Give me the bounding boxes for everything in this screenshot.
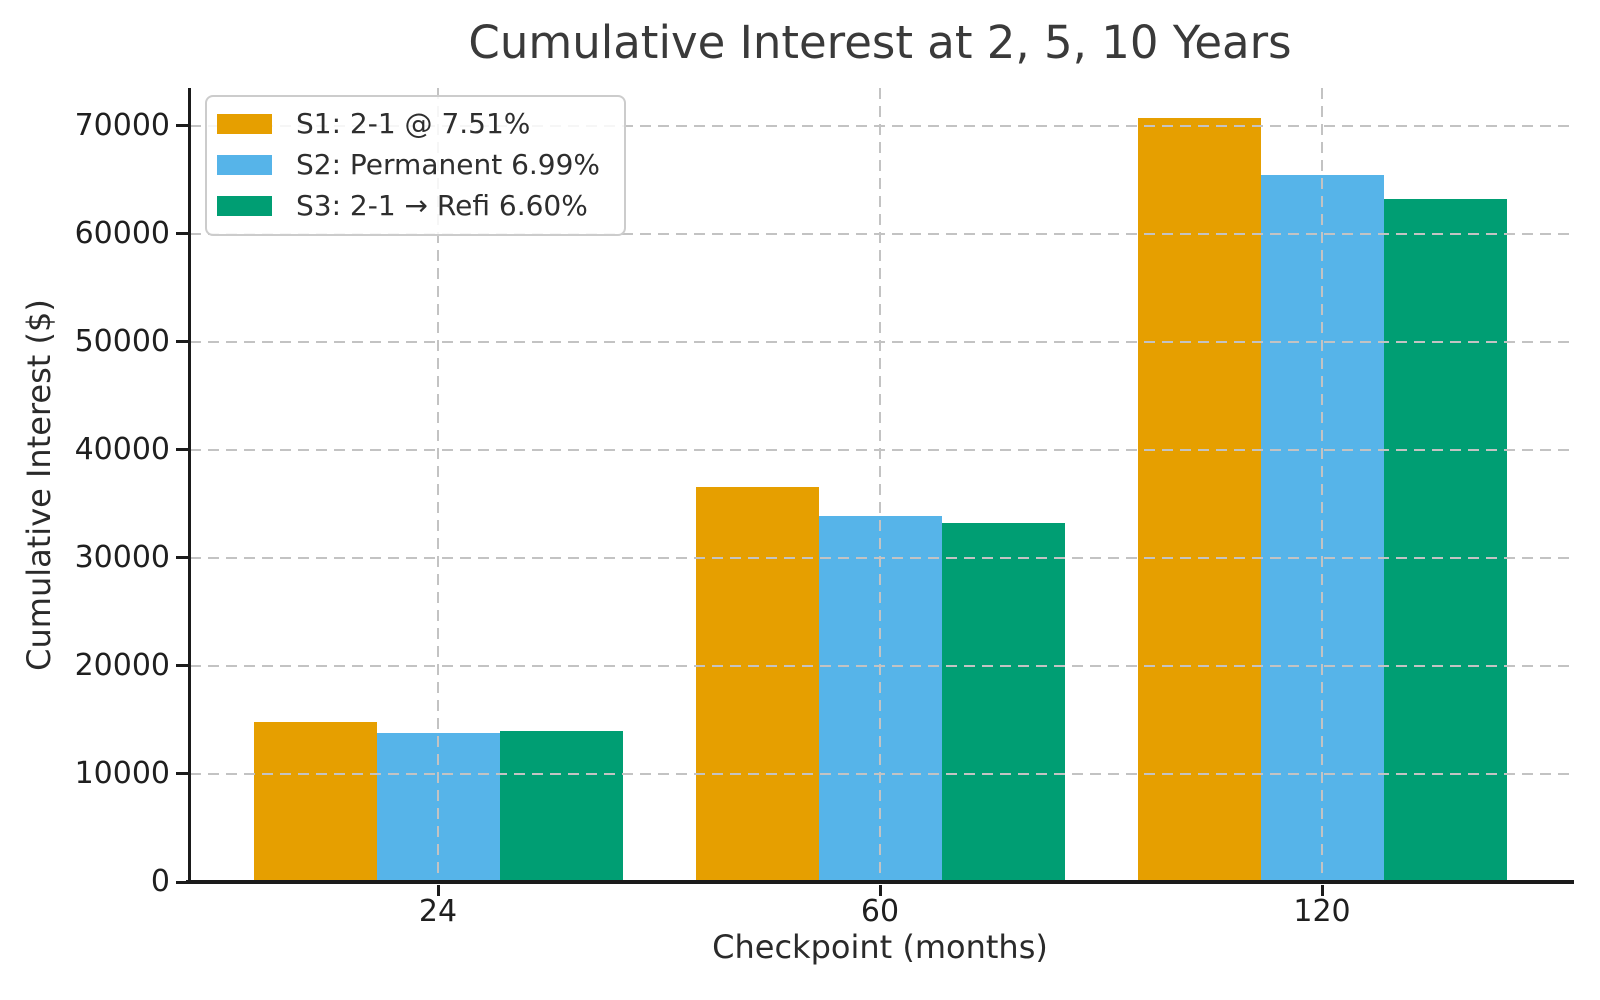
- x-axis-spine: [186, 880, 1574, 884]
- x-gridline: [1321, 88, 1323, 882]
- legend-item: S1: 2-1 @ 7.51%: [217, 103, 600, 144]
- bar-series1-month-24: [253, 721, 377, 882]
- bar-series1-month-60: [695, 487, 819, 882]
- x-tick-label: 24: [418, 894, 458, 929]
- legend-swatch: [217, 113, 272, 134]
- y-tick-mark: [176, 340, 188, 344]
- y-tick-mark: [176, 880, 188, 884]
- y-tick-label: 50000: [74, 323, 170, 359]
- x-axis-label: Checkpoint (months): [712, 928, 1048, 966]
- plot-area: 0 10000 20000 30000 40000 50000 60000 70000 24 60…: [75, 88, 1574, 929]
- y-tick-mark: [176, 556, 188, 560]
- legend-item: S2: Permanent 6.99%: [217, 144, 600, 185]
- x-tick-mark: [878, 885, 882, 896]
- y-tick-label: 20000: [74, 647, 170, 683]
- legend-label: S2: Permanent 6.99%: [296, 148, 601, 181]
- x-tick-label: 60: [860, 894, 900, 929]
- y-axis-label-container: Cumulative Interest ($): [12, 88, 66, 882]
- y-tick-label: 30000: [74, 539, 170, 575]
- y-tick-mark: [176, 232, 188, 236]
- legend-swatch: [217, 154, 272, 175]
- legend-swatch: [217, 195, 272, 216]
- bar-series3-month-60: [941, 523, 1065, 882]
- y-tick-label: 10000: [74, 755, 170, 791]
- x-gridline: [437, 88, 439, 882]
- y-tick-mark: [176, 124, 188, 128]
- y-axis-label: Cumulative Interest ($): [20, 299, 58, 671]
- bar-series3-month-120: [1383, 198, 1507, 882]
- x-tick-mark: [436, 885, 440, 896]
- x-tick-mark: [1320, 885, 1324, 896]
- y-axis-spine: [188, 88, 191, 884]
- legend-label: S1: 2-1 @ 7.51%: [296, 107, 531, 140]
- legend-item: S3: 2-1 → Refi 6.60%: [217, 185, 600, 226]
- chart-title: Cumulative Interest at 2, 5, 10 Years: [468, 16, 1292, 69]
- x-tick-label: 120: [1293, 894, 1351, 929]
- y-tick-mark: [176, 772, 188, 776]
- y-tick-label: 0: [150, 864, 170, 899]
- y-tick-mark: [176, 448, 188, 452]
- bar-series1-month-120: [1137, 117, 1261, 882]
- y-tick-label: 60000: [74, 215, 170, 251]
- bar-series3-month-24: [499, 730, 623, 882]
- legend: S1: 2-1 @ 7.51% S2: Permanent 6.99% S3: 2-…: [205, 95, 627, 236]
- y-tick-label: 40000: [74, 431, 170, 467]
- y-tick-label: 70000: [74, 107, 170, 143]
- legend-label: S3: 2-1 → Refi 6.60%: [296, 189, 588, 222]
- y-tick-mark: [176, 664, 188, 668]
- x-gridline: [879, 88, 881, 882]
